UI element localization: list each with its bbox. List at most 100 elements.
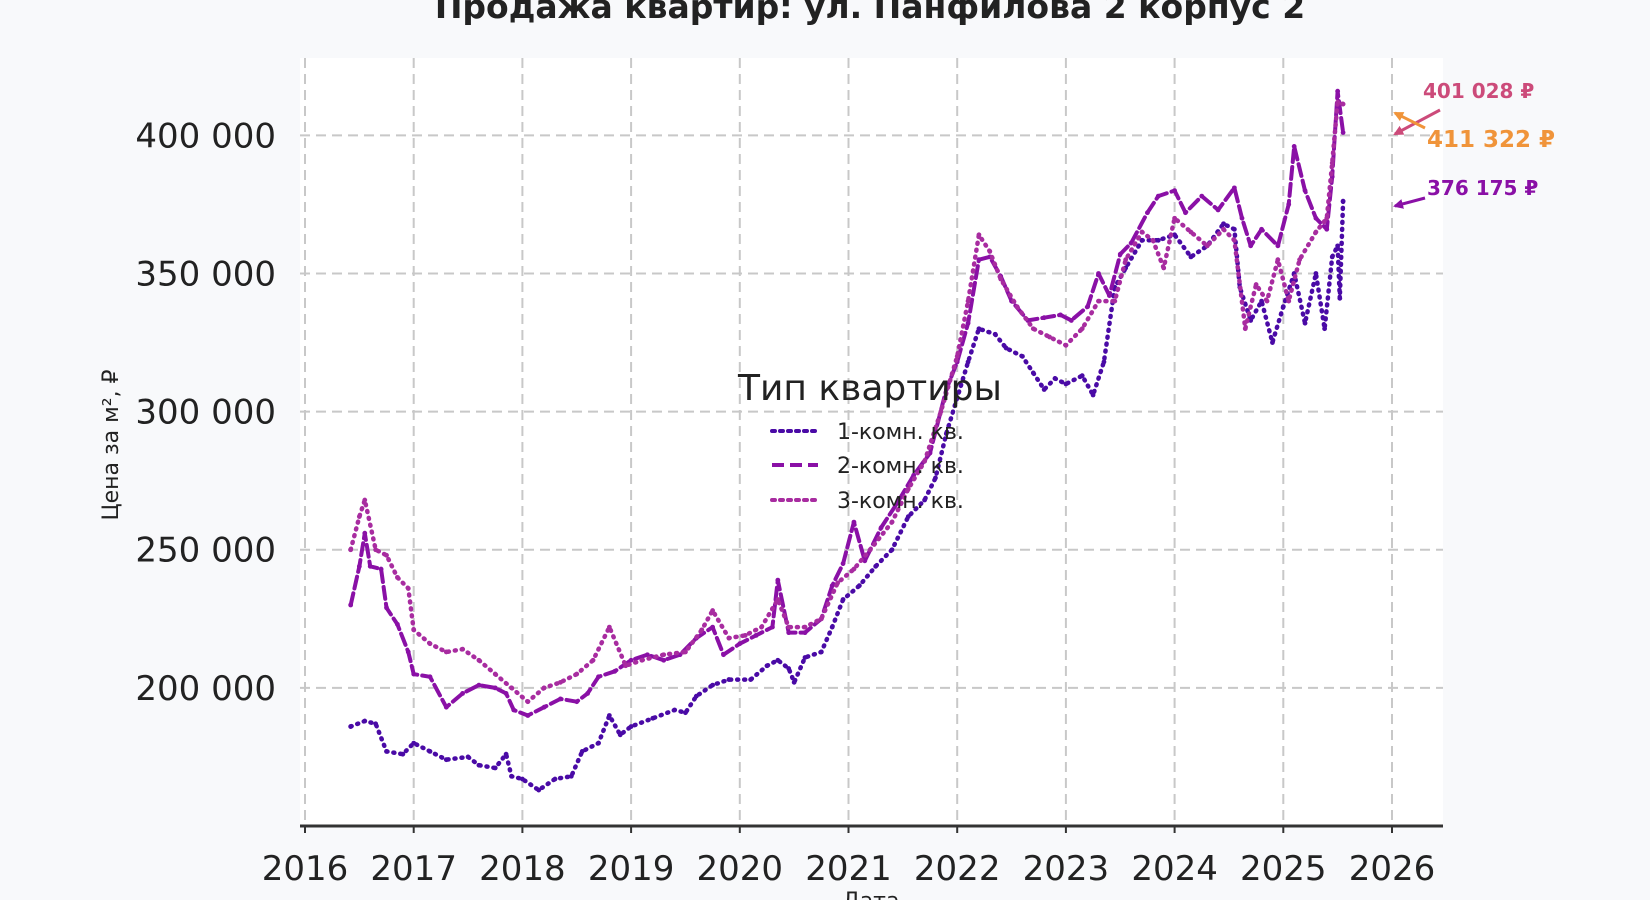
series-1-point-17: [579, 749, 585, 754]
series-1-point-24: [683, 710, 688, 716]
x-tick-label-1: 2017: [370, 849, 457, 889]
series-2-point-17: [541, 704, 547, 710]
series-2-point-25: [661, 657, 667, 663]
series-2-point-76: [1324, 226, 1330, 232]
series-1-point-27: [726, 677, 732, 682]
series-3-point-10: [460, 646, 466, 652]
series-2-point-14: [503, 690, 509, 696]
series-1-point-52: [1052, 376, 1058, 381]
series-2-point-34: [786, 630, 792, 636]
series-1-point-29: [764, 663, 770, 669]
series-2-point-41: [878, 525, 884, 531]
legend-label-3: 3-комн. кв.: [837, 489, 964, 514]
series-3-point-6: [405, 586, 411, 591]
series-2-point-78: [1335, 88, 1341, 94]
series-2-point-11: [460, 690, 466, 696]
series-3-point-19: [606, 624, 612, 630]
series-2-point-10: [443, 704, 449, 710]
series-2-point-38: [840, 561, 846, 566]
y-tick-label-2: 300 000: [135, 393, 276, 433]
series-3-point-15: [541, 685, 547, 691]
series-1-point-37: [856, 583, 862, 589]
series-3-point-24: [699, 627, 705, 633]
series-3-point-59: [1221, 226, 1226, 232]
series-2-point-28: [710, 624, 716, 630]
series-2-point-32: [770, 624, 775, 630]
series-1-point-47: [992, 331, 998, 337]
series-1-point-56: [1101, 359, 1107, 365]
x-tick-label-6: 2022: [914, 849, 1001, 889]
series-1-point-25: [693, 693, 699, 699]
series-1-point-35: [829, 624, 835, 630]
series-2-point-35: [802, 630, 808, 636]
series-3-point-54: [1150, 237, 1156, 243]
series-1-point-21: [628, 724, 634, 729]
series-1-point-6: [427, 749, 433, 754]
series-3-point-65: [1286, 298, 1292, 304]
series-2-point-68: [1239, 215, 1245, 221]
legend-label-2: 2-комн. кв.: [837, 454, 964, 479]
series-3-point-5: [394, 574, 400, 580]
annotation-arrow-2: [1393, 111, 1426, 130]
y-tick-label-1: 250 000: [135, 531, 276, 571]
series-3-point-61: [1242, 326, 1248, 332]
plot-area: [300, 58, 1443, 826]
y-tick-label-0: 200 000: [135, 669, 276, 709]
series-2-point-37: [829, 583, 835, 589]
series-1-point-46: [976, 326, 982, 332]
series-1-point-10: [492, 765, 498, 771]
series-1-point-8: [465, 754, 471, 760]
series-1-point-76: [1335, 243, 1341, 249]
annotation-label-2: 411 322 ₽: [1427, 127, 1555, 153]
series-2-point-8: [411, 671, 417, 677]
series-3-point-64: [1275, 257, 1281, 263]
series-3-point-39: [938, 409, 944, 415]
series-3-point-9: [443, 649, 449, 655]
series-1-point-55: [1090, 392, 1096, 398]
annotation-arrow-3: [1393, 196, 1426, 209]
series-1-point-14: [536, 787, 542, 793]
series-2-point-5: [384, 605, 389, 611]
chart-title: Продажа квартир: ул. Панфилова 2 корпус …: [435, 0, 1305, 26]
series-3-point-71: [1340, 101, 1346, 107]
series-1-point-74: [1322, 326, 1328, 332]
series-3-point-34: [851, 566, 857, 572]
series-1-point-2: [373, 721, 379, 727]
series-2-point-72: [1286, 202, 1292, 207]
series-1-point-72: [1302, 320, 1308, 326]
series-3-point-26: [726, 635, 732, 641]
series-3-point-30: [786, 624, 792, 630]
series-1-point-40: [905, 514, 911, 519]
series-1-point-33: [802, 655, 808, 660]
series-3-point-22: [661, 652, 667, 658]
series-2-point-47: [965, 320, 971, 326]
series-3-point-7: [411, 627, 417, 633]
series-3-point-27: [742, 632, 748, 638]
series-1-point-39: [889, 547, 895, 553]
series-3-point-1: [356, 514, 362, 519]
series-2-point-64: [1183, 210, 1188, 216]
series-3-point-35: [867, 547, 873, 553]
series-1-point-69: [1270, 340, 1275, 345]
series-3-point-17: [574, 671, 580, 677]
series-3-point-43: [987, 248, 993, 254]
series-2-point-66: [1215, 207, 1221, 213]
series-1-point-70: [1280, 304, 1286, 310]
series-3-point-62: [1253, 282, 1259, 287]
series-2-point-2: [362, 530, 368, 536]
series-1-point-77: [1337, 295, 1343, 301]
series-2-point-29: [721, 652, 726, 658]
series-1-point-67: [1248, 318, 1254, 323]
series-3-point-0: [348, 547, 354, 553]
series-3-point-70: [1335, 99, 1341, 105]
series-3-point-53: [1139, 229, 1145, 235]
series-1-point-44: [954, 395, 960, 401]
series-2-point-53: [1041, 315, 1047, 321]
series-1-point-28: [748, 677, 754, 682]
series-2-point-69: [1248, 243, 1254, 249]
series-3-point-21: [639, 657, 645, 663]
series-3-point-49: [1079, 326, 1085, 332]
series-3-point-50: [1096, 298, 1101, 304]
series-1-point-65: [1231, 226, 1237, 232]
series-1-point-30: [775, 657, 781, 663]
